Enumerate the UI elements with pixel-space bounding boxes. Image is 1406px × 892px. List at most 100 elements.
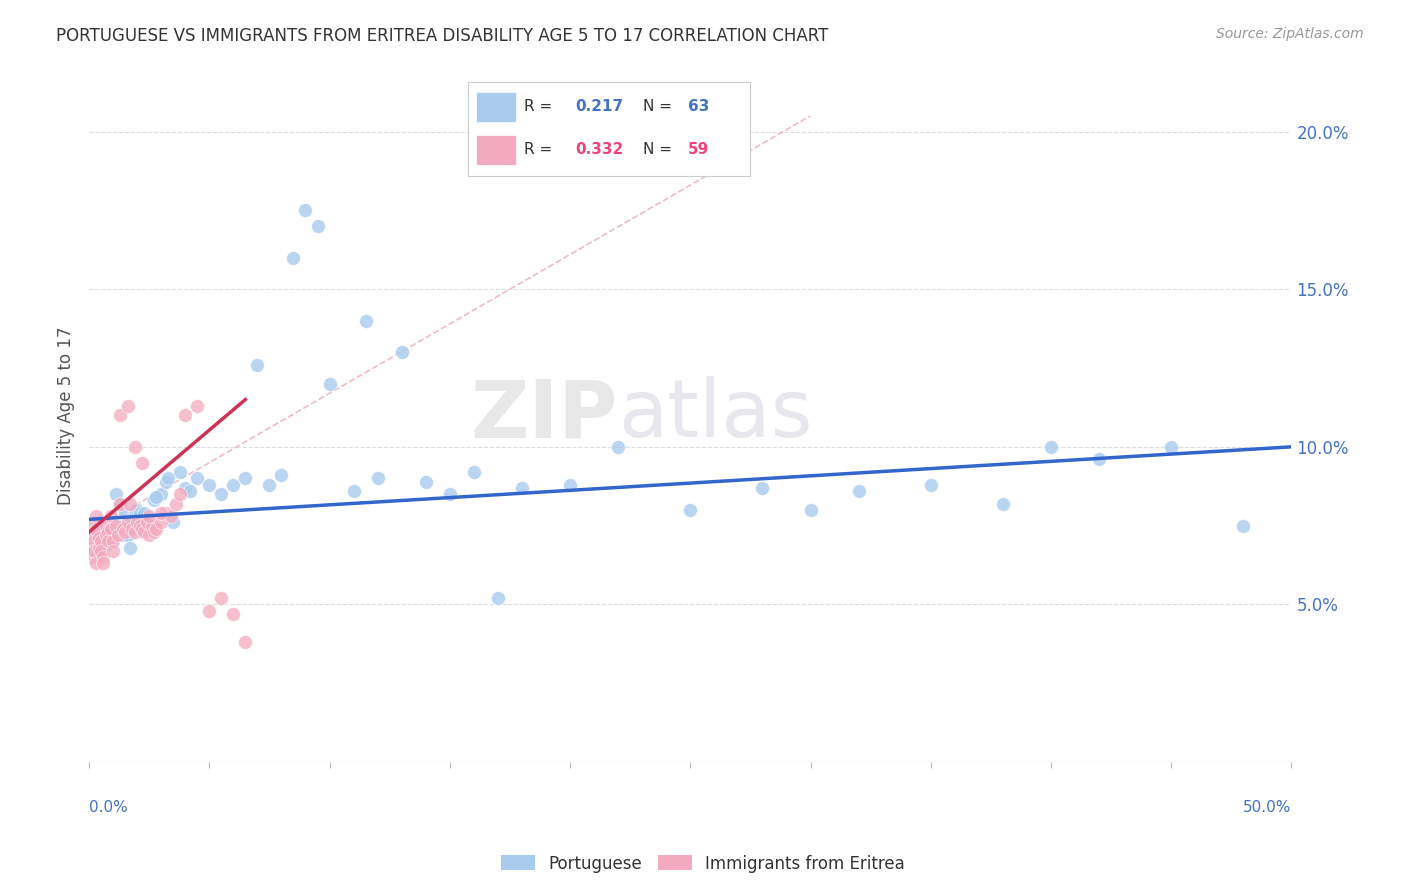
Point <box>235 635 257 649</box>
Point <box>80 541 103 555</box>
Point <box>117 528 139 542</box>
Point <box>101 534 124 549</box>
Point <box>131 456 153 470</box>
Point <box>145 490 167 504</box>
Point <box>415 475 437 489</box>
Point <box>391 345 413 359</box>
Point <box>117 516 139 530</box>
Point <box>127 516 149 530</box>
Point <box>283 251 305 265</box>
Point <box>138 516 160 530</box>
Point <box>134 524 156 539</box>
Point <box>138 509 160 524</box>
Point <box>198 477 221 491</box>
Point <box>117 399 139 413</box>
Point <box>107 528 129 542</box>
Point <box>110 497 132 511</box>
Point <box>439 487 461 501</box>
Point <box>751 481 773 495</box>
Point <box>143 524 166 539</box>
Point <box>235 471 257 485</box>
Point <box>93 550 115 565</box>
Point <box>97 524 120 539</box>
Text: 50.0%: 50.0% <box>1243 800 1292 815</box>
Point <box>169 465 191 479</box>
Point <box>1232 518 1254 533</box>
Point <box>174 409 197 423</box>
Point <box>157 471 180 485</box>
Point <box>179 483 201 498</box>
Point <box>100 531 122 545</box>
Point <box>127 503 149 517</box>
Point <box>128 518 150 533</box>
Point <box>84 557 107 571</box>
Point <box>354 314 377 328</box>
Point <box>121 522 143 536</box>
Point <box>165 497 187 511</box>
Point <box>114 524 136 539</box>
Point <box>848 483 870 498</box>
Point <box>83 534 105 549</box>
Point <box>246 358 269 372</box>
Point <box>145 522 167 536</box>
Point <box>486 591 509 606</box>
Point <box>124 524 146 539</box>
Point <box>174 481 197 495</box>
Point <box>270 468 292 483</box>
Point <box>80 518 103 533</box>
Point <box>111 528 134 542</box>
Point <box>150 516 173 530</box>
Point <box>124 440 146 454</box>
Point <box>118 497 141 511</box>
Point <box>100 522 122 536</box>
Y-axis label: Disability Age 5 to 17: Disability Age 5 to 17 <box>58 326 75 505</box>
Point <box>124 503 146 517</box>
Point <box>101 544 124 558</box>
Point <box>131 516 153 530</box>
Point <box>318 376 340 391</box>
Point <box>510 481 533 495</box>
Point <box>222 607 245 621</box>
Point <box>83 524 105 539</box>
Point <box>799 503 821 517</box>
Point <box>307 219 329 234</box>
Point <box>1039 440 1062 454</box>
Point <box>169 487 191 501</box>
Point <box>121 512 143 526</box>
Point <box>80 528 103 542</box>
Point <box>118 541 141 555</box>
Point <box>110 409 132 423</box>
Point <box>94 518 117 533</box>
Point <box>80 550 103 565</box>
Point <box>135 516 157 530</box>
Point <box>920 477 942 491</box>
Point <box>104 487 127 501</box>
Point <box>87 531 110 545</box>
Point <box>1160 440 1182 454</box>
Point <box>84 522 107 536</box>
Point <box>186 399 208 413</box>
Point <box>90 534 112 549</box>
Point <box>90 544 112 558</box>
Text: PORTUGUESE VS IMMIGRANTS FROM ERITREA DISABILITY AGE 5 TO 17 CORRELATION CHART: PORTUGUESE VS IMMIGRANTS FROM ERITREA DI… <box>56 27 828 45</box>
Point <box>186 471 208 485</box>
Text: Source: ZipAtlas.com: Source: ZipAtlas.com <box>1216 27 1364 41</box>
Point <box>93 557 115 571</box>
Point <box>342 483 364 498</box>
Point <box>991 497 1014 511</box>
Point <box>1088 452 1111 467</box>
Point <box>150 487 173 501</box>
Point <box>84 509 107 524</box>
Point <box>367 471 389 485</box>
Point <box>141 518 163 533</box>
Point <box>679 503 702 517</box>
Point <box>101 534 124 549</box>
Point <box>138 528 160 542</box>
Point <box>160 509 183 524</box>
Point <box>155 475 177 489</box>
Point <box>84 516 107 530</box>
Point <box>114 506 136 520</box>
Point <box>198 604 221 618</box>
Point <box>155 506 177 520</box>
Point <box>128 506 150 520</box>
